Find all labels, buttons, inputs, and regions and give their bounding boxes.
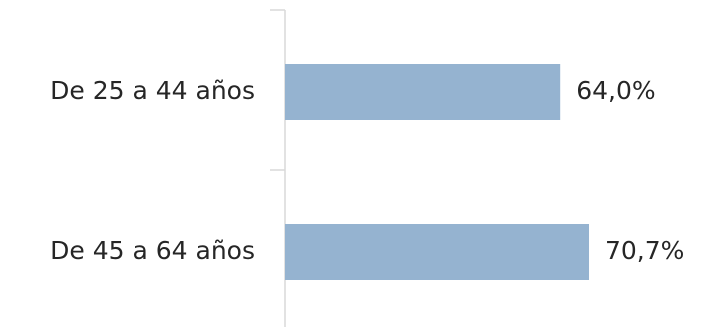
category-label-1: De 25 a 44 años — [50, 76, 255, 105]
bars-group — [285, 64, 590, 280]
bar-1 — [285, 64, 561, 120]
value-label-2: 70,7% — [605, 236, 684, 265]
category-label-2: De 45 a 64 años — [50, 236, 255, 265]
bar-2 — [285, 224, 590, 280]
value-label-1: 64,0% — [576, 76, 655, 105]
labels-group: De 25 a 44 años 64,0% De 45 a 64 años 70,7% — [50, 76, 684, 265]
